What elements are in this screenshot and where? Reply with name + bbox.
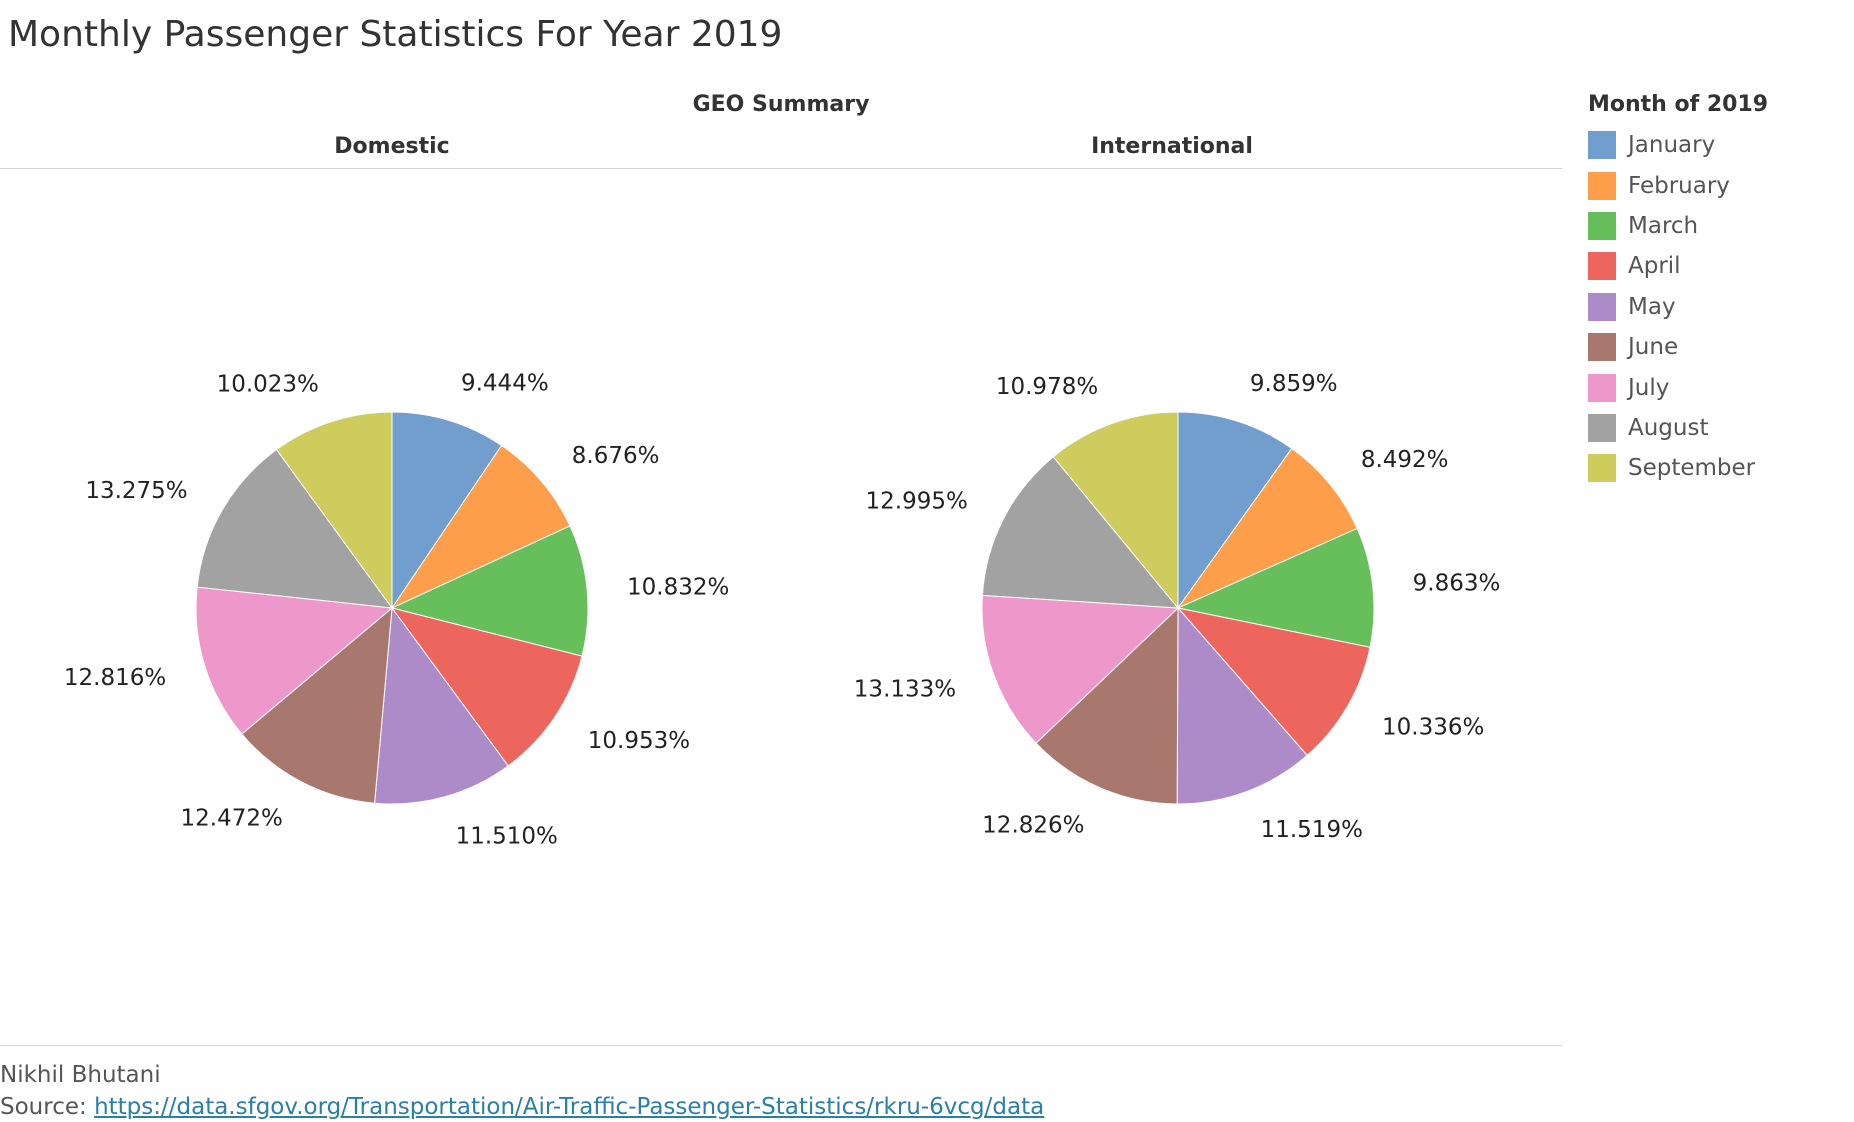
legend-title: Month of 2019: [1588, 92, 1769, 117]
pie-label-june: 12.472%: [181, 805, 283, 831]
legend-item-march[interactable]: March: [1588, 206, 1768, 246]
pie-label-february: 8.676%: [572, 443, 660, 469]
legend-item-september[interactable]: September: [1588, 448, 1768, 488]
pie-label-august: 12.995%: [866, 489, 968, 515]
pie-slice-april[interactable]: [390, 607, 583, 767]
pie-label-june: 12.826%: [982, 813, 1084, 839]
footer-divider: [0, 1045, 1562, 1046]
legend-item-july[interactable]: July: [1588, 367, 1768, 407]
legend-item-january[interactable]: January: [1588, 125, 1768, 165]
legend-label: September: [1628, 455, 1756, 482]
legend-label: July: [1628, 374, 1670, 401]
legend-item-june[interactable]: June: [1588, 327, 1768, 367]
pie-slice-june[interactable]: [1035, 606, 1179, 805]
source-link[interactable]: https://data.sfgov.org/Transportation/Ai…: [94, 1094, 1045, 1120]
pie-slice-march[interactable]: [390, 525, 589, 657]
pie-slice-february[interactable]: [1176, 447, 1358, 610]
legend-swatch: [1588, 131, 1616, 160]
footer-author: Nikhil Bhutani: [0, 1062, 161, 1088]
pie-slice-january[interactable]: [391, 411, 503, 610]
pie-charts: 9.444% 8.676% 10.832% 10.953% 11.510% 12.472%…: [64, 370, 1501, 849]
pie-slice-april[interactable]: [1176, 607, 1371, 757]
legend-label: February: [1628, 172, 1730, 199]
pie-slice-september[interactable]: [275, 411, 393, 610]
legend: Month of 2019 January February March April M…: [1588, 92, 1768, 489]
pie-label-july: 13.133%: [854, 676, 956, 702]
pie-label-may: 11.519%: [1261, 817, 1363, 843]
source-prefix: Source:: [0, 1094, 95, 1120]
pie-slice-may[interactable]: [1176, 606, 1308, 805]
legend-swatch: [1588, 333, 1616, 362]
panel-header: GEO Summary: [692, 92, 870, 117]
international-header: International: [1091, 134, 1253, 159]
pie-slice-january[interactable]: [1177, 411, 1293, 610]
legend-swatch: [1588, 454, 1616, 483]
legend-item-february[interactable]: February: [1588, 165, 1768, 205]
pie-label-april: 10.336%: [1382, 715, 1484, 741]
legend-label: August: [1628, 414, 1709, 441]
pie-label-january: 9.444%: [461, 370, 549, 396]
pie-label-march: 10.832%: [627, 574, 729, 600]
pie-label-january: 9.859%: [1250, 371, 1338, 397]
legend-label: March: [1628, 212, 1699, 239]
legend-items: January February March April May June July Augu…: [1588, 125, 1768, 489]
legend-item-april[interactable]: April: [1588, 246, 1768, 286]
pie-label-september: 10.023%: [217, 372, 319, 398]
legend-label: May: [1628, 293, 1676, 320]
domestic-header: Domestic: [334, 134, 450, 159]
pie-slice-june[interactable]: [241, 606, 393, 804]
pie-label-february: 8.492%: [1361, 447, 1449, 473]
pie-label-april: 10.953%: [588, 728, 690, 754]
legend-swatch: [1588, 373, 1616, 402]
pie-slice-august[interactable]: [196, 448, 394, 609]
legend-label: January: [1628, 132, 1716, 159]
pie-label-july: 12.816%: [64, 665, 166, 691]
pie-label-september: 10.978%: [996, 374, 1098, 400]
legend-label: June: [1628, 334, 1679, 361]
footer-source: Source: https://data.sfgov.org/Transport…: [0, 1094, 1044, 1120]
legend-label: April: [1628, 253, 1681, 280]
pie-label-march: 9.863%: [1413, 571, 1501, 597]
pie-domestic: 9.444% 8.676% 10.832% 10.953% 11.510% 12.472%…: [64, 370, 729, 849]
pie-slice-july[interactable]: [195, 586, 394, 735]
header-divider: [0, 168, 1562, 169]
pie-slice-february[interactable]: [390, 444, 571, 610]
legend-swatch: [1588, 252, 1616, 281]
pie-slice-july[interactable]: [981, 594, 1180, 744]
pie-label-may: 11.510%: [456, 823, 558, 849]
legend-swatch: [1588, 171, 1616, 200]
legend-item-august[interactable]: August: [1588, 408, 1768, 448]
pie-label-august: 13.275%: [85, 478, 187, 504]
chart-title: Monthly Passenger Statistics For Year 20…: [8, 14, 783, 55]
legend-swatch: [1588, 413, 1616, 442]
pie-slice-august[interactable]: [981, 456, 1180, 609]
legend-swatch: [1588, 211, 1616, 240]
pie-international: 9.859% 8.492% 9.863% 10.336% 11.519% 12.826% 1…: [854, 371, 1501, 843]
legend-item-may[interactable]: May: [1588, 287, 1768, 327]
legend-swatch: [1588, 292, 1616, 321]
pie-slice-may[interactable]: [374, 606, 509, 805]
pie-slice-september[interactable]: [1052, 411, 1179, 610]
